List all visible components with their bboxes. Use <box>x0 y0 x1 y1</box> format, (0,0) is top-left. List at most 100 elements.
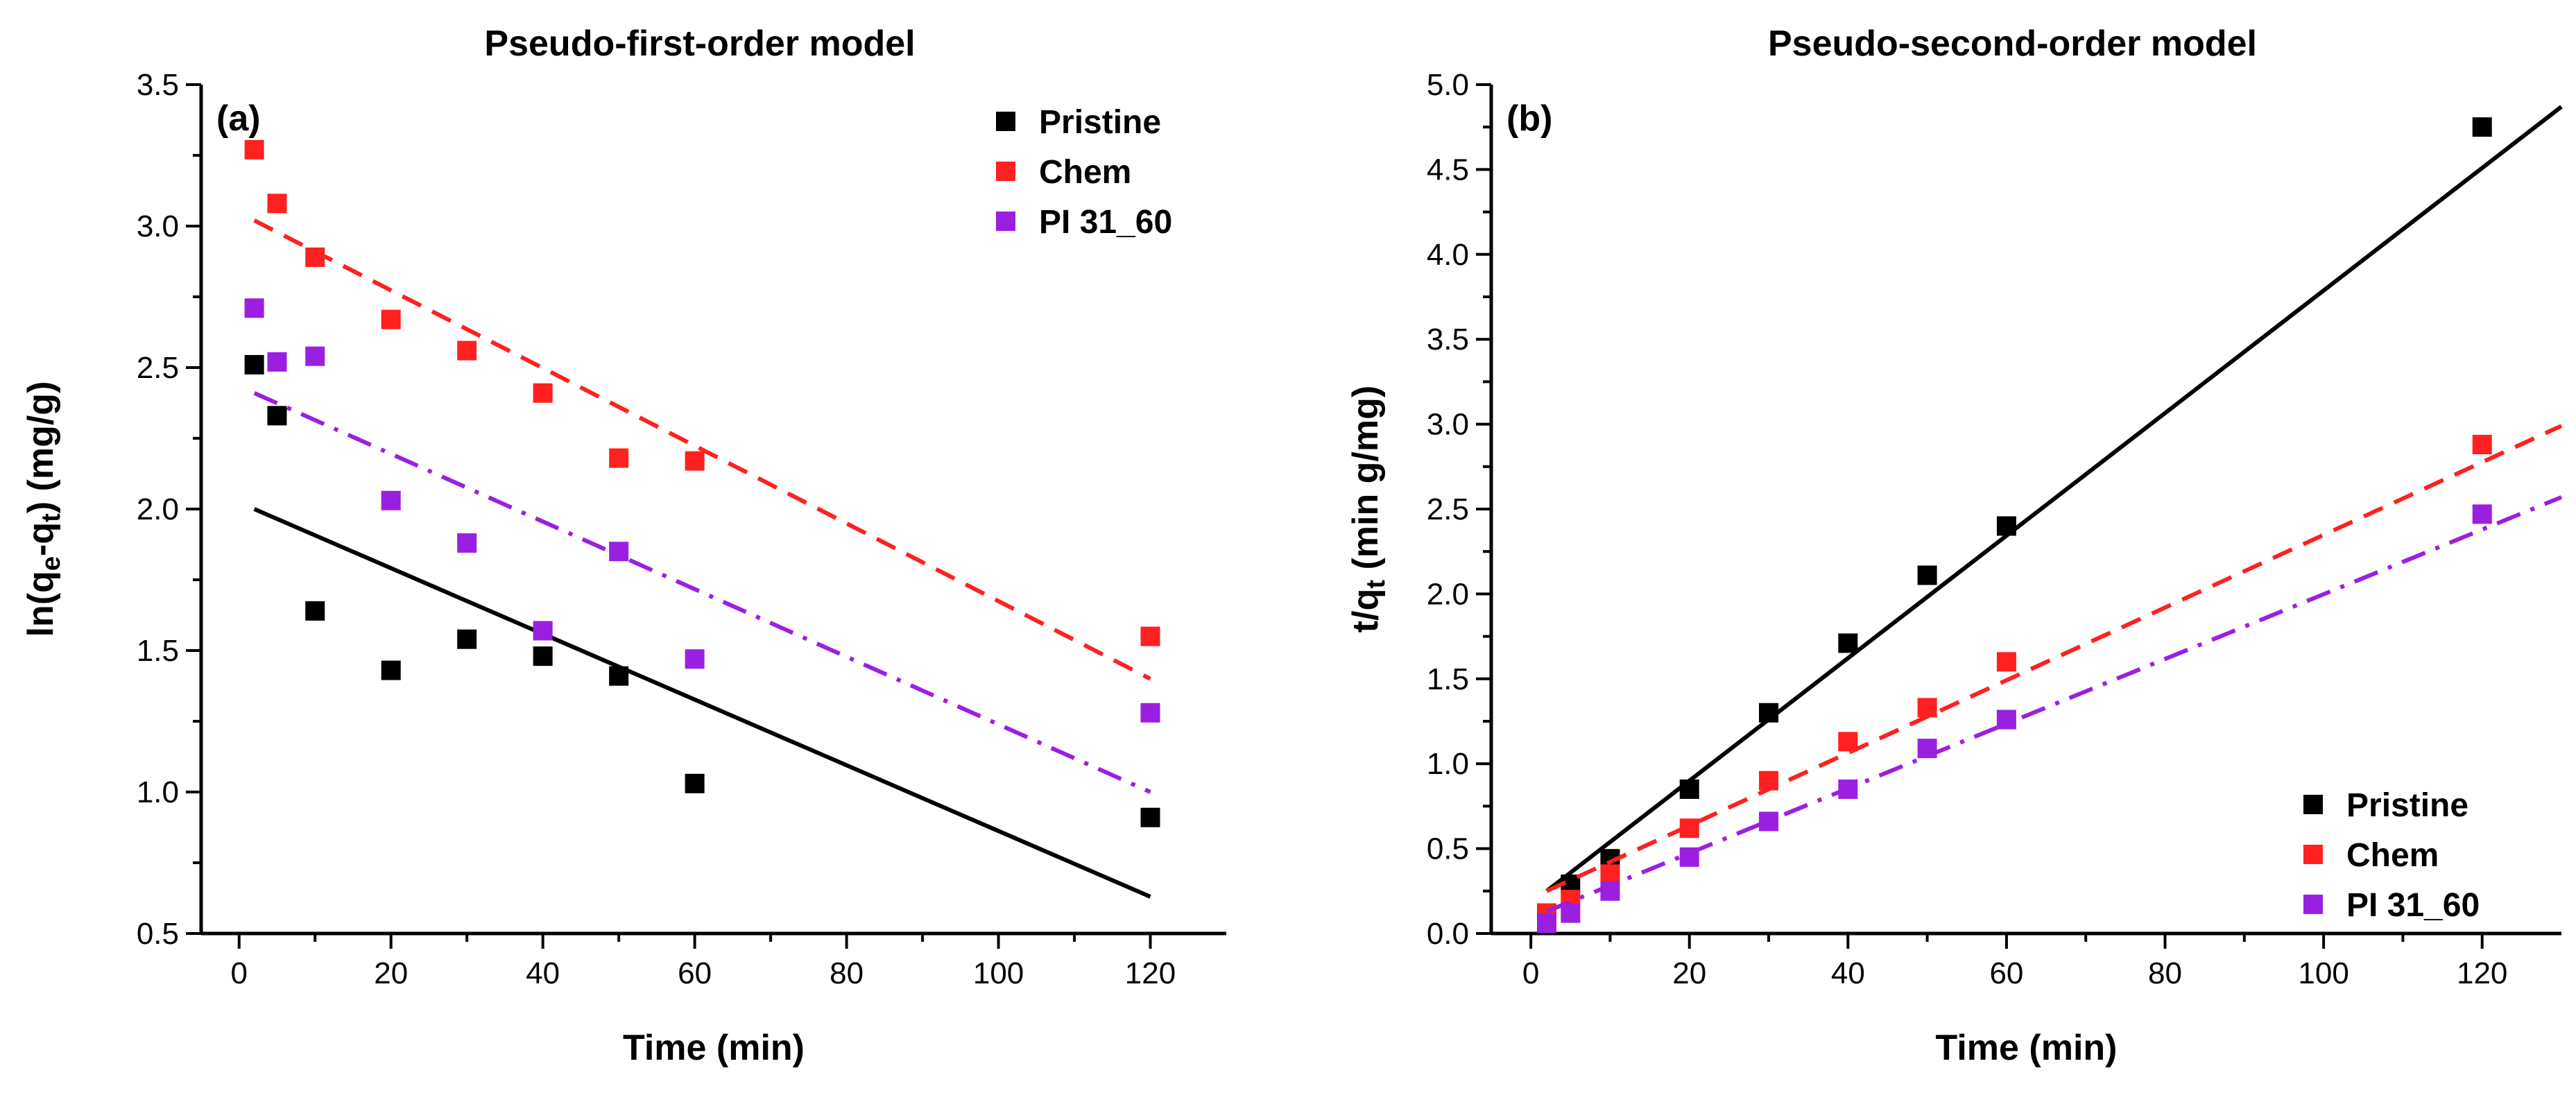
y-tick-label: 1.0 <box>137 775 179 809</box>
data-point-pi-31-60 <box>1996 709 2016 730</box>
data-point-pristine <box>533 646 553 666</box>
data-point-chem <box>1838 732 1858 752</box>
x-tick-label: 120 <box>2457 956 2507 990</box>
x-tick-label: 80 <box>2148 956 2182 990</box>
legend-label: PI 31_60 <box>2346 887 2480 924</box>
data-point-pristine <box>1759 703 1779 723</box>
chart-title: Pseudo-second-order model <box>1768 24 2257 64</box>
y-tick-label: 5.0 <box>1427 68 1469 102</box>
y-tick-label: 2.5 <box>137 351 179 385</box>
legend-marker <box>2303 795 2323 814</box>
fit-line-pristine <box>253 507 1151 899</box>
x-tick-label: 100 <box>973 956 1024 990</box>
data-point-pi-31-60 <box>1140 703 1160 723</box>
chart-panel-0: Pseudo-first-order model 0 20 40 60 80 100 120 0… <box>21 24 1226 1068</box>
fit-line-chem <box>1545 424 2563 893</box>
y-axis-title-part: -q <box>21 522 61 556</box>
y-tick-label: 4.5 <box>1427 153 1469 187</box>
chart-panel-1: Pseudo-second-order model 0 20 40 60 80 100 120… <box>1346 24 2563 1068</box>
data-point-pristine <box>685 773 705 793</box>
data-point-pi-31-60 <box>1561 903 1581 923</box>
data-point-pristine <box>305 601 325 621</box>
data-point-pi-31-60 <box>457 533 477 553</box>
data-point-chem <box>1679 818 1699 838</box>
data-point-chem <box>1140 626 1160 646</box>
data-point-pi-31-60 <box>2472 504 2492 524</box>
data-point-pristine <box>1917 565 1937 585</box>
data-point-chem <box>2472 434 2492 454</box>
data-point-pi-31-60 <box>685 649 705 669</box>
data-point-pristine <box>609 666 629 686</box>
data-point-pristine <box>1140 807 1160 827</box>
data-point-chem <box>1759 771 1779 791</box>
y-tick-label: 0.5 <box>1427 832 1469 866</box>
y-tick-label: 0.5 <box>137 917 179 951</box>
legend-marker <box>2303 895 2323 914</box>
x-tick-label: 40 <box>526 956 560 990</box>
x-tick-label: 0 <box>1522 956 1539 990</box>
data-point-pi-31-60 <box>267 352 287 372</box>
y-axis-title-part: ) (mg/g) <box>21 381 61 514</box>
y-axis-title-subscript: e <box>37 556 66 571</box>
data-point-pristine <box>244 354 264 375</box>
data-point-pi-31-60 <box>1917 739 1937 759</box>
data-point-pi-31-60 <box>244 298 264 318</box>
data-point-pi-31-60 <box>1759 811 1779 832</box>
data-point-chem <box>244 139 264 160</box>
data-point-pi-31-60 <box>1679 847 1699 867</box>
data-point-pi-31-60 <box>1838 779 1858 799</box>
legend-marker <box>996 212 1015 231</box>
x-tick-label: 120 <box>1125 956 1176 990</box>
data-point-chem <box>609 448 629 468</box>
fit-line-pi-31-60 <box>253 390 1151 794</box>
x-tick-label: 100 <box>2298 956 2349 990</box>
legend-label: Pristine <box>1039 104 1161 141</box>
y-tick-label: 3.0 <box>1427 408 1469 442</box>
data-point-chem <box>457 341 477 361</box>
data-point-pristine <box>1838 633 1858 653</box>
y-tick-label: 1.5 <box>1427 662 1469 696</box>
fit-line-chem <box>253 218 1151 681</box>
data-point-chem <box>305 247 325 267</box>
data-point-pi-31-60 <box>305 346 325 366</box>
y-tick-label: 3.0 <box>137 209 179 243</box>
data-point-pi-31-60 <box>533 621 553 641</box>
x-axis-title: Time (min) <box>1936 1028 2118 1068</box>
data-point-chem <box>1600 864 1620 884</box>
y-tick-label: 1.5 <box>137 634 179 668</box>
x-axis-title: Time (min) <box>623 1028 805 1068</box>
data-point-pi-31-60 <box>381 490 401 510</box>
y-axis-title-subscript: t <box>1362 580 1391 589</box>
data-point-pristine <box>381 660 401 680</box>
x-tick-label: 20 <box>1672 956 1706 990</box>
y-tick-label: 0.0 <box>1427 917 1469 951</box>
data-point-pi-31-60 <box>609 542 629 562</box>
legend-label: PI 31_60 <box>1039 204 1172 241</box>
y-tick-label: 2.0 <box>1427 577 1469 611</box>
legend-label: Chem <box>2346 837 2439 874</box>
legend-label: Chem <box>1039 154 1131 191</box>
data-point-chem <box>1996 652 2016 672</box>
data-point-pristine <box>1996 516 2016 536</box>
legend-label: Pristine <box>2346 787 2468 824</box>
data-point-chem <box>381 309 401 329</box>
data-point-pristine <box>2472 117 2492 137</box>
legend-marker <box>996 162 1015 181</box>
x-tick-label: 20 <box>374 956 408 990</box>
data-point-chem <box>685 451 705 471</box>
x-tick-label: 40 <box>1831 956 1865 990</box>
x-tick-label: 80 <box>830 956 864 990</box>
y-axis-title-part: (min g/mg) <box>1346 386 1386 580</box>
data-point-chem <box>1917 698 1937 718</box>
data-point-pristine <box>1679 779 1699 799</box>
data-point-chem <box>533 383 553 403</box>
y-tick-label: 4.0 <box>1427 238 1469 272</box>
legend-marker <box>2303 845 2323 864</box>
y-tick-label: 3.5 <box>1427 322 1469 356</box>
x-tick-label: 60 <box>1989 956 2023 990</box>
y-axis-title-part: t/q <box>1346 589 1386 633</box>
y-axis-title-subscript: t <box>37 513 66 522</box>
data-point-pristine <box>457 629 477 649</box>
chart-title: Pseudo-first-order model <box>484 24 915 64</box>
